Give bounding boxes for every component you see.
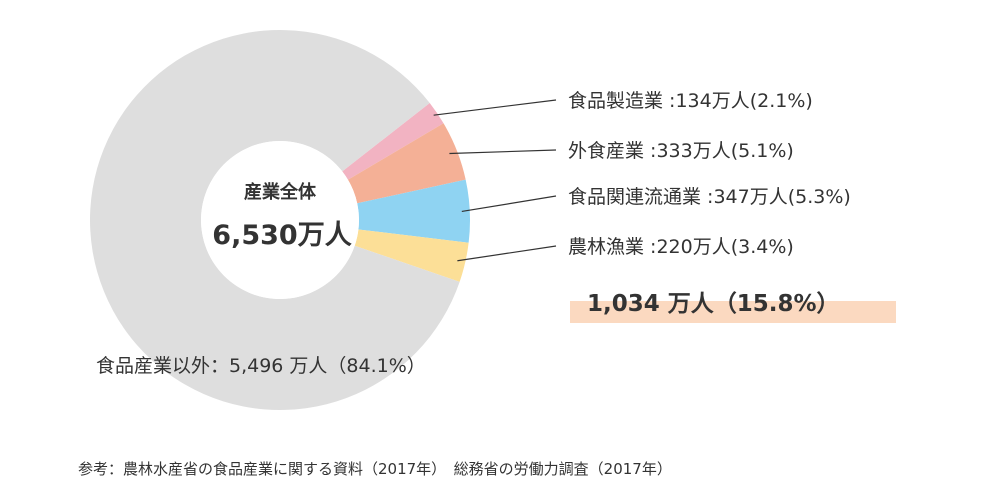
leader-lines xyxy=(433,99,557,262)
donut-hole xyxy=(201,141,359,299)
slice-5 xyxy=(90,29,460,410)
leader-line-1 xyxy=(433,99,557,116)
leader-line-3 xyxy=(461,195,557,213)
subtotal-highlight xyxy=(570,301,896,323)
slice-label-3: 食品関連流通業 :347万人(5.3%) xyxy=(568,186,851,208)
food-industry-subtotal: 1,034 万人（15.8%） xyxy=(587,290,840,317)
leader-line-2 xyxy=(449,149,557,155)
slice-labels: 食品製造業 :134万人(2.1%) 外食産業 :333万人(5.1%) 食品関連流… xyxy=(568,90,851,258)
others-slice-label: 食品産業以外：5,496 万人（84.1%） xyxy=(96,355,426,377)
slice-2 xyxy=(347,123,466,204)
center-title: 産業全体 xyxy=(244,181,317,203)
donut-slices xyxy=(90,29,470,410)
source-note: 参考：農林水産省の食品産業に関する資料（2017年） 総務省の労働力調査（201… xyxy=(78,460,672,478)
slice-label-2: 外食産業 :333万人(5.1%) xyxy=(568,140,794,162)
slice-1 xyxy=(342,103,444,180)
leader-line-4 xyxy=(457,245,557,262)
slice-4 xyxy=(354,229,469,282)
slice-3 xyxy=(357,179,470,243)
slice-label-4: 農林漁業 :220万人(3.4%) xyxy=(568,236,794,258)
center-total-value: 6,530万人 xyxy=(212,220,351,251)
slice-label-1: 食品製造業 :134万人(2.1%) xyxy=(568,90,813,112)
